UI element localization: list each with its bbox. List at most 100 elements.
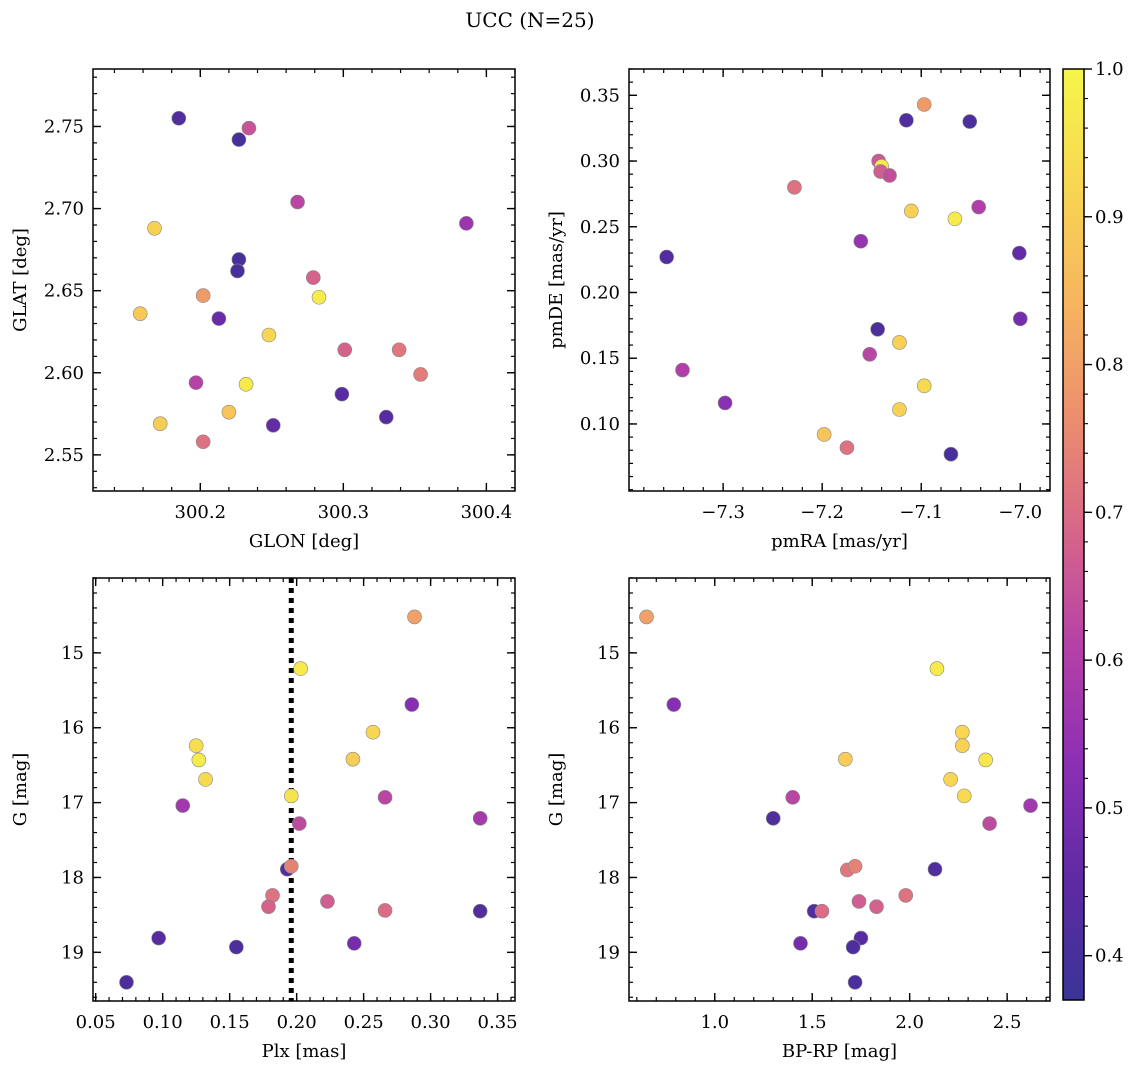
x-axis-label: BP-RP [mag] — [782, 1041, 897, 1062]
data-point — [943, 772, 958, 787]
data-point — [365, 724, 381, 740]
axes-frame — [92, 577, 516, 1002]
data-point — [265, 418, 281, 433]
data-point — [793, 936, 808, 951]
y-axis-label: G [mag] — [546, 753, 567, 826]
scatter-panel-1: 300.2 300.3 300.4 2.55 2.60 2.65 2.70 2.75 GLON … — [10, 68, 516, 552]
data-point — [293, 661, 308, 676]
data-point — [261, 899, 276, 914]
data-point — [195, 288, 211, 303]
scatter-panel-2: −7.3 −7.2 −7.1 −7.0 0.10 0.15 0.20 0.25 0.30 0.35… — [546, 68, 1051, 552]
data-point — [639, 609, 654, 625]
data-point — [320, 894, 335, 909]
data-point — [1023, 798, 1038, 813]
data-point — [175, 798, 191, 813]
data-point — [211, 311, 227, 326]
y-tick-label: 17 — [597, 793, 620, 814]
x-axis-label: GLON [deg] — [249, 531, 359, 552]
data-point — [238, 376, 254, 392]
data-point — [472, 811, 488, 826]
data-point — [870, 321, 885, 337]
data-point — [230, 263, 245, 279]
x-axis-label: Plx [mas] — [262, 1041, 347, 1062]
data-point — [147, 220, 162, 236]
y-tick-label: 17 — [61, 793, 84, 814]
data-point — [377, 790, 393, 805]
data-point — [188, 738, 204, 754]
x-tick-label: 1.0 — [700, 1012, 729, 1033]
y-tick-label: 0.30 — [580, 151, 620, 172]
data-point — [241, 120, 257, 136]
data-point — [962, 114, 978, 129]
data-point — [132, 306, 148, 321]
data-point — [869, 899, 884, 914]
data-point — [152, 416, 168, 431]
y-tick-label: 0.35 — [580, 85, 620, 106]
x-tick-label: 0.35 — [478, 1012, 518, 1033]
data-point — [845, 939, 861, 955]
y-axis-label: pmDE [mas/yr] — [546, 211, 567, 349]
x-tick-label: 300.2 — [175, 502, 227, 523]
data-point — [816, 427, 832, 442]
x-tick-label: 300.4 — [461, 502, 513, 523]
data-point — [814, 903, 830, 919]
data-point — [261, 327, 277, 343]
x-tick-label: 2.5 — [993, 1012, 1022, 1033]
colorbar-tick-label: 0.6 — [1095, 650, 1124, 671]
data-point — [892, 335, 907, 350]
x-tick-label: 0.25 — [344, 1012, 384, 1033]
data-point — [785, 790, 801, 805]
data-point — [407, 609, 422, 625]
x-tick-label: −7.2 — [800, 502, 844, 523]
colorbar-tick-label: 0.7 — [1095, 502, 1124, 523]
data-point — [151, 930, 166, 946]
x-tick-label: −7.0 — [998, 502, 1042, 523]
data-point — [378, 409, 394, 425]
data-point — [982, 816, 997, 831]
data-point — [377, 903, 393, 918]
colorbar-tick-label: 0.9 — [1095, 207, 1124, 228]
x-tick-label: 0.30 — [411, 1012, 451, 1033]
data-point — [283, 788, 299, 804]
scatter-panel-3: 0.05 0.10 0.15 0.20 0.25 0.30 0.35 15 16 17 18 19 Pl… — [10, 577, 518, 1062]
data-point — [171, 110, 187, 126]
data-point — [943, 446, 959, 462]
data-point — [765, 811, 781, 826]
data-point — [927, 861, 943, 877]
data-point — [916, 378, 932, 394]
y-axis-label: G [mag] — [10, 753, 31, 826]
y-tick-label: 2.65 — [44, 281, 84, 302]
axes-frame — [628, 577, 1051, 1002]
data-point — [971, 199, 986, 215]
y-axis-label: GLAT [deg] — [10, 228, 31, 332]
x-tick-label: 1.5 — [798, 1012, 827, 1033]
data-point — [954, 738, 970, 754]
y-tick-label: 2.60 — [44, 363, 84, 384]
x-tick-label: 0.15 — [210, 1012, 250, 1033]
data-point — [1012, 311, 1028, 327]
x-axis-label: pmRA [mas/yr] — [771, 531, 908, 552]
data-point — [1011, 245, 1027, 261]
data-point — [229, 939, 244, 955]
data-point — [283, 858, 299, 874]
y-tick-label: 0.20 — [580, 282, 620, 303]
data-point — [882, 168, 897, 183]
data-point — [119, 974, 134, 990]
data-point — [346, 936, 362, 951]
data-point — [221, 404, 237, 420]
y-tick-label: 15 — [597, 643, 620, 664]
data-point — [904, 203, 919, 219]
figure-title: UCC (N=25) — [465, 8, 594, 32]
y-tick-label: 0.25 — [580, 217, 620, 238]
data-point — [305, 270, 321, 285]
data-point — [892, 402, 907, 417]
data-point — [191, 752, 207, 768]
y-tick-label: 15 — [61, 643, 84, 664]
data-point — [956, 788, 972, 804]
x-tick-label: 2.0 — [895, 1012, 924, 1033]
colorbar-tick-label: 0.4 — [1095, 946, 1124, 967]
x-tick-label: −7.3 — [701, 502, 745, 523]
data-point — [847, 974, 863, 990]
data-point — [188, 375, 204, 390]
